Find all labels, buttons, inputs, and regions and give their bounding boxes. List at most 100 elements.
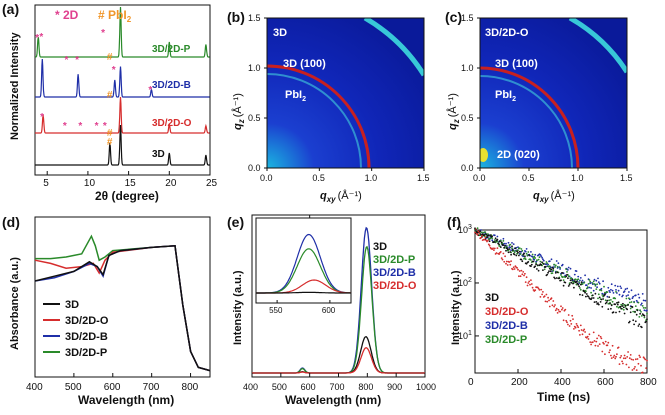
panel-f-point (574, 326, 577, 329)
panel-a-ylabel: Normalized Intensity (9, 32, 21, 140)
panel-f-point (600, 298, 603, 301)
panel-f-point (562, 284, 565, 287)
panel-f-point (491, 235, 494, 238)
panel-f-point (638, 323, 641, 326)
panel-f-point (622, 302, 624, 305)
panel-f-point (542, 291, 544, 293)
panel-f-point (621, 305, 623, 307)
panel-f-point (634, 320, 637, 323)
panel-f-point (606, 299, 609, 302)
panel-f-point (565, 275, 568, 278)
panel-f-point (534, 253, 537, 256)
panel-f-point (518, 254, 520, 257)
panel-f-point (561, 308, 563, 311)
panel-b-corner-label: 3D (273, 27, 287, 39)
panel-e-xtick-label: 800 (358, 382, 373, 392)
panel-f-ylabel: Intensity (a.u.) (450, 270, 462, 345)
panel-f-point (530, 259, 532, 261)
panel-c-ytick-label: 0.5 (461, 113, 474, 123)
panel-f-point (581, 294, 584, 296)
panel-f-point (624, 288, 627, 291)
panel-f-point (495, 252, 498, 254)
panel-f-point (640, 326, 643, 329)
panel-f-point (599, 335, 602, 338)
panel-f-point (502, 252, 505, 255)
panel-a-peak-marker: # (107, 90, 113, 101)
panel-c-xtick-label: 0.0 (473, 173, 486, 183)
panel-f-point (578, 285, 580, 288)
panel-f-point (534, 265, 537, 268)
panel-f-point (589, 341, 592, 343)
panel-f-point (587, 295, 590, 298)
panel-f-point (579, 283, 582, 286)
panel-f-point (624, 306, 627, 308)
panel-f-point (607, 341, 610, 344)
panel-f-point (646, 312, 648, 315)
panel-f-point (546, 273, 549, 276)
panel-f-point (509, 263, 512, 266)
panel-c-pbi2-label: PbI2 (495, 89, 516, 103)
panel-f-point (532, 260, 535, 263)
panel-b-xtick-label: 1.5 (417, 173, 430, 183)
panel-f-point (517, 268, 519, 271)
panel-f-point (597, 334, 600, 337)
panel-f-point (636, 358, 639, 360)
panel-f-point (601, 305, 604, 308)
panel-f-point (567, 275, 570, 278)
panel-f-point (612, 311, 615, 314)
panel-f-point (637, 325, 640, 327)
panel-f-point (583, 281, 586, 284)
panel-f-point (579, 277, 582, 279)
panel-f-point (510, 253, 512, 256)
panel-f-ytick-label: 103 (458, 224, 472, 235)
panel-f-point (518, 247, 521, 249)
panel-f-point (503, 246, 506, 249)
panel-f-point (619, 285, 622, 288)
panel-f-point (571, 314, 574, 317)
panel-f-point (597, 293, 600, 296)
panel-f-point (600, 289, 603, 292)
panel-e-line-3d (252, 335, 425, 374)
panel-f-point (513, 268, 516, 270)
panel-d-xtick-label: 700 (143, 382, 160, 393)
panel-f-point (617, 346, 620, 349)
panel-b-xtick-label: 1.0 (365, 173, 378, 183)
panel-f-point (533, 255, 536, 258)
panel-f-point (505, 249, 507, 252)
panel-f-point (620, 303, 623, 306)
panel-f-point (617, 289, 620, 292)
panel-f-point (598, 289, 601, 291)
panel-f-point (640, 315, 643, 317)
panel-f-point (594, 344, 597, 347)
panel-c-chart: (c) 3D/2D-O 3D (100) PbI2 2D (020) 0.00.… (445, 9, 633, 204)
panel-e-inset-xtick-label: 600 (322, 306, 336, 315)
panel-f-point (629, 354, 632, 356)
panel-f-point (492, 247, 494, 250)
panel-f-point (502, 244, 505, 246)
panel-f-point (600, 337, 603, 340)
panel-f-point (552, 300, 555, 302)
panel-f-legend-label: 3D (485, 292, 499, 304)
panel-f-point (626, 287, 629, 290)
panel-f-point (597, 345, 599, 347)
panel-f-point (556, 312, 559, 314)
panel-f-point (511, 249, 514, 251)
panel-f-point (506, 248, 509, 251)
panel-f-point (509, 251, 512, 253)
panel-f-point (619, 356, 622, 359)
panel-f-point (520, 248, 523, 250)
panel-f-point (628, 291, 630, 293)
panel-f-point (632, 319, 635, 322)
panel-f-point (484, 231, 487, 234)
panel-f-point (530, 263, 533, 266)
panel-f-point (611, 300, 614, 303)
panel-f-point (620, 307, 623, 310)
panel-f-point (617, 301, 620, 304)
panel-c-ytick-label: 1.0 (461, 63, 474, 73)
panel-a-peak-marker: * (148, 85, 152, 96)
panel-f-point (561, 272, 564, 274)
panel-f-point (570, 281, 573, 284)
panel-f-point (620, 287, 623, 289)
panel-f-point (523, 252, 525, 255)
panel-a-chart: (a) Normalized Intensity 3D/2D-P 3D/2D-B 3… (2, 1, 218, 203)
